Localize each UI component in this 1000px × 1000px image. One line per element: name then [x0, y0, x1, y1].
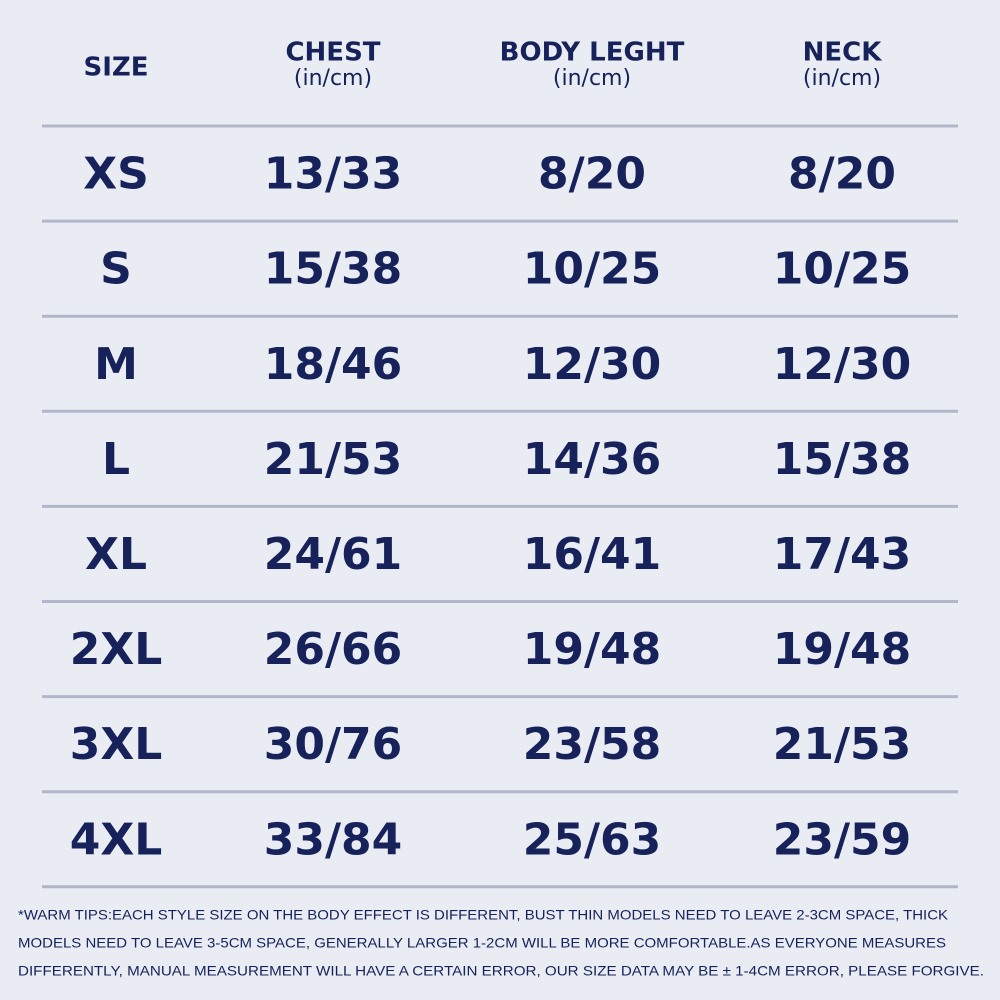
measurement: 33/84 — [264, 814, 403, 865]
measurement: 18/46 — [264, 339, 403, 390]
measurement: 12/30 — [773, 339, 912, 390]
size-label: L — [102, 434, 130, 485]
warm-tip: *WARM TIPS:EACH STYLE SIZE ON THE BODY E… — [18, 907, 949, 923]
size-label: XS — [83, 149, 149, 200]
measurement: 8/20 — [538, 149, 646, 200]
size-label: 3XL — [70, 719, 163, 770]
column-unit: (in/cm) — [294, 66, 372, 91]
column-unit: (in/cm) — [553, 66, 631, 91]
warm-tip: MODELS NEED TO LEAVE 3-5CM SPACE, GENERA… — [18, 935, 946, 951]
measurement: 23/58 — [523, 719, 662, 770]
measurement: 17/43 — [773, 529, 912, 580]
size-label: S — [100, 244, 132, 295]
measurement: 14/36 — [523, 434, 662, 485]
measurement: 15/38 — [264, 244, 403, 295]
measurement: 21/53 — [773, 719, 912, 770]
measurement: 10/25 — [523, 244, 662, 295]
size-label: M — [94, 339, 138, 390]
column-unit: (in/cm) — [803, 66, 881, 91]
column-title: SIZE — [83, 53, 148, 83]
measurement: 10/25 — [773, 244, 912, 295]
measurement: 15/38 — [773, 434, 912, 485]
size-label: 2XL — [70, 624, 163, 675]
size-label: 4XL — [70, 814, 163, 865]
measurement: 26/66 — [264, 624, 403, 675]
measurement: 23/59 — [773, 814, 912, 865]
measurement: 19/48 — [773, 624, 912, 675]
size-label: XL — [85, 529, 147, 580]
measurement: 21/53 — [264, 434, 403, 485]
column-title: BODY LEGHT — [500, 38, 685, 68]
column-title: NECK — [803, 38, 883, 68]
measurement: 13/33 — [264, 149, 403, 200]
column-title: CHEST — [285, 38, 380, 68]
measurement: 24/61 — [264, 529, 403, 580]
warm-tip: DIFFERENTLY, MANUAL MEASUREMENT WILL HAV… — [18, 963, 984, 979]
measurement: 19/48 — [523, 624, 662, 675]
measurement: 8/20 — [788, 149, 896, 200]
measurement: 30/76 — [264, 719, 403, 770]
measurement: 16/41 — [523, 529, 662, 580]
measurement: 12/30 — [523, 339, 662, 390]
measurement: 25/63 — [523, 814, 662, 865]
